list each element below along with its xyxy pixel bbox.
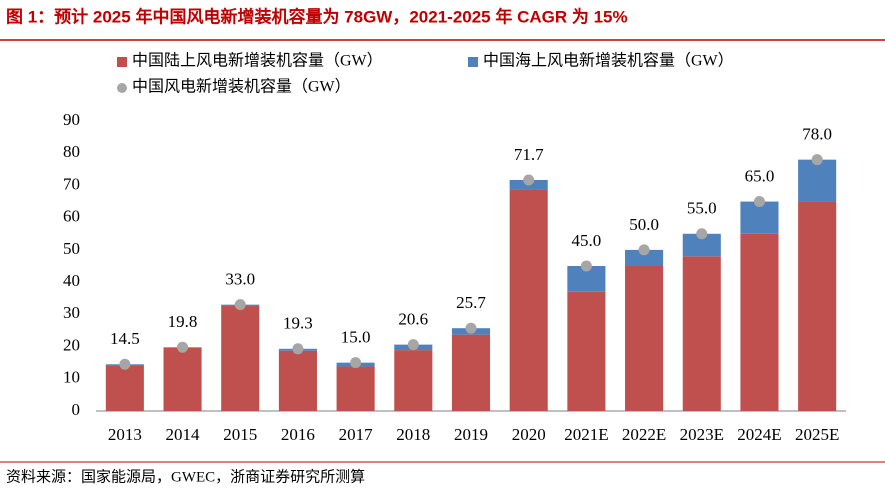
bar-segment bbox=[105, 365, 144, 411]
bar-segment bbox=[798, 159, 837, 202]
data-label: 45.0 bbox=[572, 231, 602, 250]
data-label: 25.7 bbox=[456, 293, 486, 312]
data-label: 55.0 bbox=[687, 199, 717, 218]
data-label: 33.0 bbox=[225, 270, 255, 289]
total-dot bbox=[580, 260, 592, 272]
total-dot bbox=[523, 174, 535, 186]
total-dot bbox=[811, 154, 823, 166]
x-tick-label: 2023E bbox=[680, 425, 724, 444]
bar-segment bbox=[394, 350, 433, 411]
x-tick-label: 2014 bbox=[166, 425, 201, 444]
total-dot bbox=[407, 339, 419, 351]
data-label: 78.0 bbox=[802, 125, 832, 144]
bar-segment bbox=[682, 256, 721, 411]
y-tick-label: 10 bbox=[63, 368, 80, 387]
total-dot bbox=[234, 299, 246, 311]
bar-segment bbox=[740, 233, 779, 411]
bar-segment bbox=[451, 334, 491, 411]
legend-label: 中国风电新增装机容量（GW） bbox=[132, 78, 351, 96]
bar-segment bbox=[221, 305, 260, 411]
bar-segment bbox=[625, 266, 664, 411]
bar-segment bbox=[567, 291, 606, 411]
data-label: 71.7 bbox=[514, 145, 544, 164]
y-tick-label: 20 bbox=[63, 335, 80, 354]
total-dot bbox=[350, 357, 362, 369]
x-tick-label: 2015 bbox=[223, 425, 257, 444]
y-tick-label: 70 bbox=[63, 174, 80, 193]
total-dot bbox=[753, 196, 765, 208]
y-tick-label: 60 bbox=[63, 207, 80, 226]
source: 资料来源：国家能源局，GWEC，浙商证券研究所测算 bbox=[6, 467, 365, 485]
legend-marker bbox=[117, 57, 127, 67]
y-tick-label: 50 bbox=[63, 239, 80, 258]
total-dot bbox=[177, 341, 189, 353]
chart-title: 图 1：预计 2025 年中国风电新增装机容量为 78GW，2021-2025 … bbox=[6, 6, 628, 26]
bar-segment bbox=[163, 347, 202, 411]
x-tick-label: 2019 bbox=[454, 425, 488, 444]
data-label: 19.8 bbox=[168, 312, 198, 331]
x-tick-label: 2021E bbox=[564, 425, 608, 444]
data-label: 50.0 bbox=[629, 215, 659, 234]
y-tick-label: 80 bbox=[63, 142, 80, 161]
total-dot bbox=[638, 244, 650, 256]
bar-segment bbox=[682, 233, 721, 257]
y-tick-label: 40 bbox=[63, 271, 80, 290]
x-tick-label: 2013 bbox=[108, 425, 142, 444]
x-tick-label: 2018 bbox=[396, 425, 430, 444]
x-tick-label: 2016 bbox=[281, 425, 315, 444]
x-tick-label: 2024E bbox=[737, 425, 781, 444]
x-tick-label: 2025E bbox=[795, 425, 839, 444]
y-tick-label: 90 bbox=[63, 110, 80, 129]
data-label: 14.5 bbox=[110, 329, 140, 348]
bar-segment bbox=[509, 189, 548, 411]
bar-segment bbox=[336, 366, 375, 411]
data-label: 19.3 bbox=[283, 314, 313, 333]
total-dot bbox=[696, 228, 708, 240]
y-tick-label: 30 bbox=[63, 303, 80, 322]
data-label: 15.0 bbox=[341, 328, 371, 347]
data-label: 20.6 bbox=[398, 310, 428, 329]
legend-marker bbox=[117, 83, 127, 93]
x-tick-label: 2022E bbox=[622, 425, 666, 444]
bar-segment bbox=[798, 201, 837, 411]
total-dot bbox=[292, 343, 304, 355]
bar-segment bbox=[278, 350, 317, 411]
bar-segment bbox=[625, 249, 664, 266]
total-dot bbox=[119, 358, 131, 370]
x-tick-label: 2020 bbox=[512, 425, 546, 444]
legend-label: 中国海上风电新增装机容量（GW） bbox=[483, 52, 734, 70]
legend-marker bbox=[468, 57, 478, 67]
total-dot bbox=[465, 322, 477, 334]
legend-label: 中国陆上风电新增装机容量（GW） bbox=[132, 52, 383, 70]
data-label: 65.0 bbox=[745, 166, 775, 185]
y-tick-label: 0 bbox=[72, 400, 81, 419]
x-tick-label: 2017 bbox=[339, 425, 374, 444]
